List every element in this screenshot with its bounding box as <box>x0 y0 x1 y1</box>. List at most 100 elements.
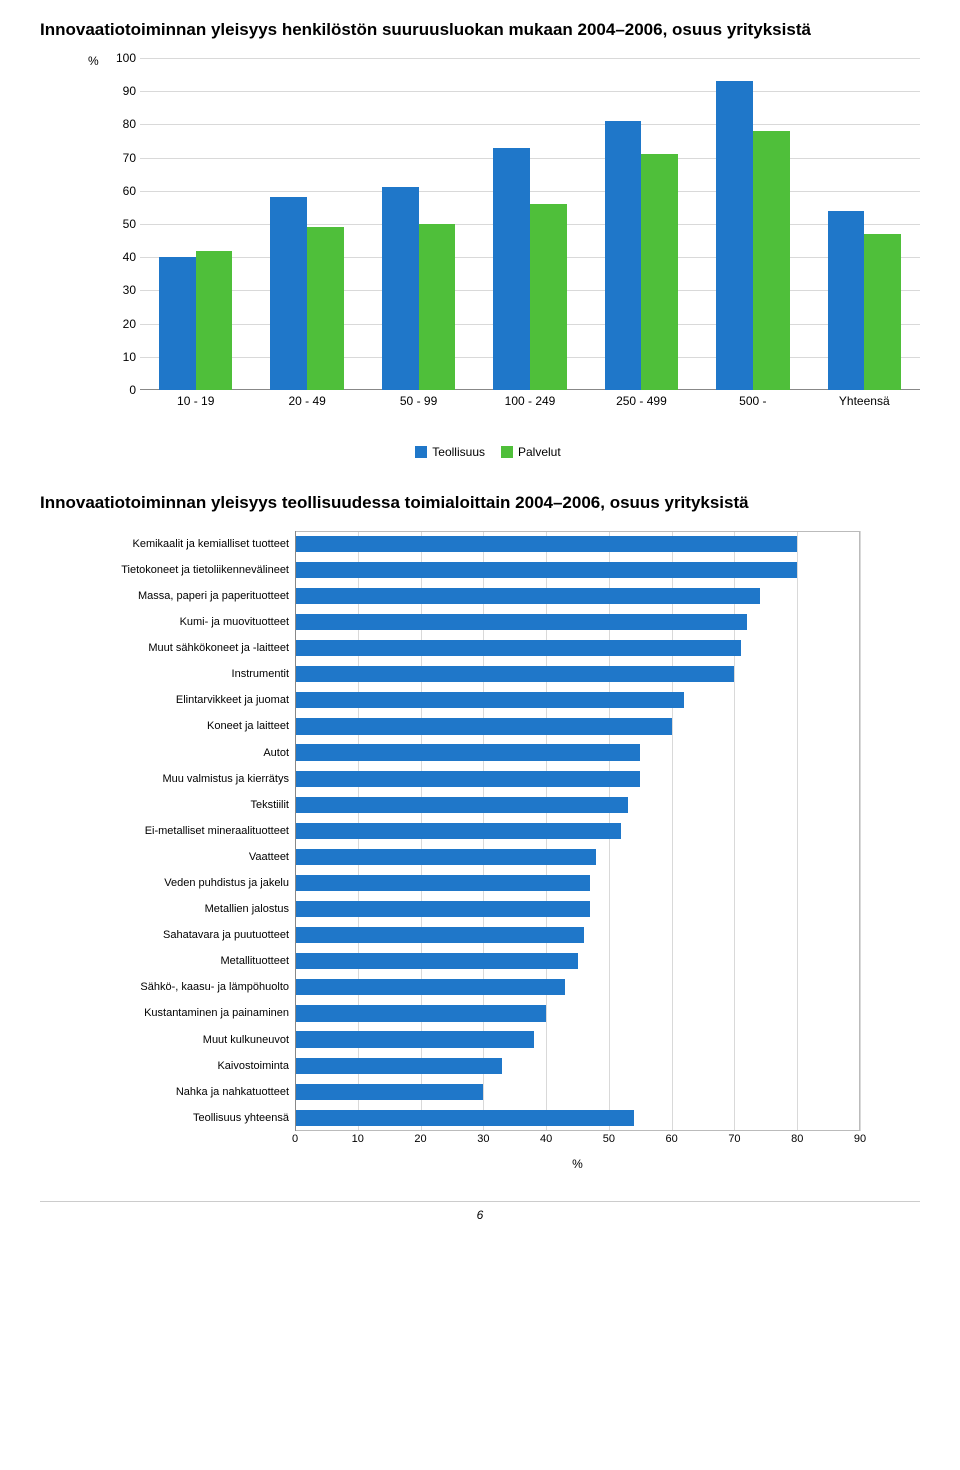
hbar-chart-xtick: 60 <box>666 1133 678 1145</box>
hbar-chart-xtick: 90 <box>854 1133 866 1145</box>
hbar-chart-row-label: Tekstiilit <box>250 799 289 811</box>
bar-chart-ytick: 100 <box>116 51 136 65</box>
bar-chart-bar <box>270 197 307 390</box>
hbar-chart-bar <box>295 744 640 760</box>
bar-chart-bar <box>196 251 233 390</box>
hbar-chart-bar <box>295 1058 502 1074</box>
hbar-chart-xaxis: 0102030405060708090 <box>295 1133 860 1153</box>
bar-chart-bar <box>307 227 344 390</box>
hbar-chart-row-label: Kumi- ja muovituotteet <box>180 616 289 628</box>
hbar-chart-bar <box>295 1110 634 1126</box>
hbar-chart-bar <box>295 536 797 552</box>
hbar-chart-bar <box>295 666 734 682</box>
bar-chart-xlabel: 50 - 99 <box>400 394 437 408</box>
hbar-chart-row-label: Kaivostoiminta <box>217 1060 289 1072</box>
bar-chart-bar <box>828 211 865 390</box>
bar-chart-gridline <box>140 191 920 192</box>
hbar-chart-bar <box>295 1005 546 1021</box>
hbar-chart-bar <box>295 692 684 708</box>
hbar-chart-xtick: 10 <box>352 1133 364 1145</box>
hbar-chart-row-label: Teollisuus yhteensä <box>193 1112 289 1124</box>
hbar-chart-row-label: Tietokoneet ja tietoliikennevälineet <box>121 564 289 576</box>
hbar-chart-bar <box>295 823 621 839</box>
hbar-chart-row-label: Autot <box>263 747 289 759</box>
title-2: Innovaatiotoiminnan yleisyys teollisuude… <box>40 493 920 513</box>
hbar-chart-bar <box>295 718 672 734</box>
bar-chart-gridline <box>140 124 920 125</box>
bar-chart-bar <box>493 148 530 390</box>
hbar-chart-gridline <box>860 531 861 1131</box>
hbar-chart-baseline <box>295 531 296 1131</box>
bar-chart-xaxis: 10 - 1920 - 4950 - 99100 - 249250 - 4995… <box>140 394 920 414</box>
hbar-chart-row-label: Sahatavara ja puutuotteet <box>163 929 289 941</box>
bar-chart-xlabel: Yhteensä <box>839 394 890 408</box>
hbar-chart-row-label: Veden puhdistus ja jakelu <box>164 877 289 889</box>
bar-chart-ytick: 0 <box>129 383 136 397</box>
bar-chart-bar <box>864 234 901 390</box>
bar-chart-ytick: 30 <box>123 283 136 297</box>
bar-chart-ytick: 80 <box>123 117 136 131</box>
hbar-chart-xtick: 0 <box>292 1133 298 1145</box>
bar-chart-bar <box>716 81 753 390</box>
hbar-chart-bar <box>295 927 584 943</box>
bar-chart-ytick: 50 <box>123 217 136 231</box>
bar-chart-bar <box>753 131 790 390</box>
bar-chart-ytick: 90 <box>123 84 136 98</box>
hbar-chart-row-label: Koneet ja laitteet <box>207 720 289 732</box>
bar-chart-ytick: 40 <box>123 250 136 264</box>
bar-chart-bar <box>530 204 567 390</box>
hbar-chart-labels: Kemikaalit ja kemialliset tuotteet Tietok… <box>80 531 295 1131</box>
hbar-chart-bar <box>295 849 596 865</box>
hbar-chart-xtick: 20 <box>414 1133 426 1145</box>
hbar-chart-row-label: Kemikaalit ja kemialliset tuotteet <box>132 538 289 550</box>
bar-chart-plot <box>140 58 920 390</box>
hbar-chart-bar <box>295 588 760 604</box>
bar-chart-bar <box>641 154 678 390</box>
hbar-chart-bar <box>295 901 590 917</box>
hbar-chart-xtick: 80 <box>791 1133 803 1145</box>
hbar-chart: Kemikaalit ja kemialliset tuotteet Tietok… <box>80 531 920 1171</box>
legend-swatch <box>501 446 513 458</box>
bar-chart-ylabel: % <box>88 54 99 68</box>
hbar-chart-bar <box>295 771 640 787</box>
hbar-chart-plot <box>295 531 860 1131</box>
legend-label: Teollisuus <box>432 445 485 459</box>
bar-chart-gridline <box>140 158 920 159</box>
bar-chart-yaxis: 0102030405060708090100 <box>110 58 140 390</box>
hbar-chart-bar <box>295 1084 483 1100</box>
hbar-chart-row-label: Metallien jalostus <box>205 903 289 915</box>
bar-chart-gridline <box>140 58 920 59</box>
hbar-chart-bar <box>295 875 590 891</box>
bar-chart-xlabel: 20 - 49 <box>288 394 325 408</box>
hbar-chart-row-label: Metallituotteet <box>221 955 289 967</box>
hbar-chart-xlabel: % <box>295 1157 860 1171</box>
hbar-chart-row-label: Sähkö-, kaasu- ja lämpöhuolto <box>140 981 289 993</box>
hbar-chart-xtick: 40 <box>540 1133 552 1145</box>
bar-chart-ytick: 20 <box>123 317 136 331</box>
hbar-chart-row-label: Elintarvikkeet ja juomat <box>176 694 289 706</box>
hbar-chart-bar <box>295 979 565 995</box>
bar-chart-xlabel: 500 - <box>739 394 766 408</box>
legend-swatch <box>415 446 427 458</box>
hbar-chart-bar <box>295 797 628 813</box>
page-number: 6 <box>40 1201 920 1222</box>
hbar-chart-row-label: Instrumentit <box>232 668 289 680</box>
hbar-chart-row-label: Vaatteet <box>249 851 289 863</box>
hbar-chart-bar <box>295 614 747 630</box>
title-1: Innovaatiotoiminnan yleisyys henkilöstön… <box>40 20 920 40</box>
bar-chart-bar <box>159 257 196 390</box>
hbar-chart-xtick: 50 <box>603 1133 615 1145</box>
bar-chart-xlabel: 100 - 249 <box>505 394 556 408</box>
bar-chart-bar <box>382 187 419 390</box>
bar-chart-bar <box>605 121 642 390</box>
hbar-chart-bar <box>295 953 578 969</box>
hbar-chart-row-label: Ei-metalliset mineraalituotteet <box>145 825 289 837</box>
hbar-chart-gridline <box>797 531 798 1131</box>
bar-chart-ytick: 70 <box>123 151 136 165</box>
bar-chart-ytick: 60 <box>123 184 136 198</box>
legend-label: Palvelut <box>518 445 561 459</box>
bar-chart-bar <box>419 224 456 390</box>
hbar-chart-xtick: 30 <box>477 1133 489 1145</box>
hbar-chart-row-label: Muu valmistus ja kierrätys <box>162 773 289 785</box>
bar-chart-xlabel: 10 - 19 <box>177 394 214 408</box>
